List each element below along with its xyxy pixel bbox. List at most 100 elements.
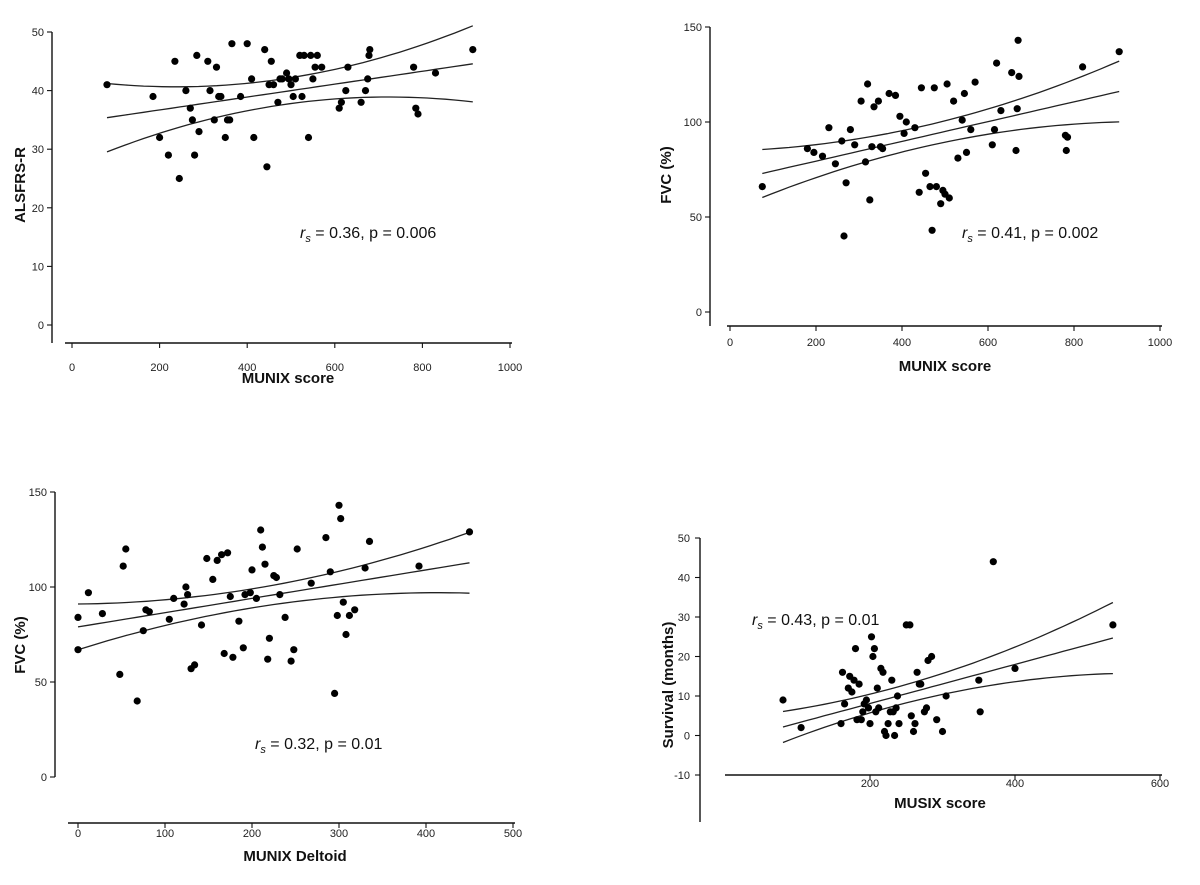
data-point <box>469 46 477 54</box>
data-point <box>862 696 871 704</box>
data-point <box>990 126 999 134</box>
data-point <box>902 118 910 126</box>
data-point <box>868 143 876 151</box>
data-point <box>1115 48 1123 56</box>
y-tick-label: 0 <box>38 320 44 332</box>
data-point <box>248 75 256 83</box>
data-point <box>976 708 984 716</box>
data-point <box>888 676 896 684</box>
data-point <box>103 81 111 89</box>
data-point <box>861 158 870 166</box>
x-axis-title: MUNIX score <box>242 370 335 387</box>
x-tick-label: 0 <box>69 362 75 374</box>
data-point <box>322 534 330 542</box>
data-point <box>779 696 787 704</box>
y-tick-label: 30 <box>678 612 690 624</box>
annotation-symbol: r <box>255 736 261 753</box>
data-point <box>217 92 225 101</box>
data-point <box>950 97 958 105</box>
scatter-panel-fvc-vs-munix-deltoid: 0 50 100 150 0 100 200 300 400 500 MUNIX Deltoid FV… <box>12 487 522 865</box>
data-point <box>988 141 996 149</box>
y-tick-label: 30 <box>32 144 44 156</box>
data-point <box>243 40 251 48</box>
data-point <box>285 75 293 83</box>
data-point <box>361 564 369 572</box>
y-tick-label: 40 <box>678 573 690 585</box>
correlation-annotation: rs = 0.43, p = 0.01 <box>752 612 879 632</box>
x-tick-label: 200 <box>861 778 879 790</box>
data-point <box>84 589 92 597</box>
data-point <box>937 200 945 208</box>
data-point <box>186 104 194 112</box>
data-point <box>156 133 164 142</box>
regression-line <box>762 90 1120 175</box>
data-point <box>184 591 192 599</box>
data-point <box>366 46 374 54</box>
data-point <box>218 551 226 559</box>
data-point <box>900 129 908 137</box>
data-point <box>213 556 221 565</box>
data-point <box>917 84 926 92</box>
data-point <box>1063 133 1072 141</box>
data-point <box>907 712 915 720</box>
data-point <box>311 63 319 71</box>
data-point <box>326 568 334 576</box>
data-point <box>139 627 147 635</box>
data-point <box>891 91 900 99</box>
data-point <box>258 543 266 551</box>
data-point <box>857 716 865 724</box>
data-point <box>361 87 370 95</box>
data-point <box>175 174 183 183</box>
data-point <box>855 680 863 688</box>
data-point <box>938 727 947 736</box>
x-axis-title: MUNIX Deltoid <box>243 848 346 865</box>
annotation-symbol: r <box>962 225 968 242</box>
data-point <box>922 704 931 712</box>
data-point <box>274 98 282 106</box>
data-point <box>116 670 124 679</box>
data-point <box>842 179 850 187</box>
data-point <box>272 573 280 582</box>
data-point <box>357 98 365 106</box>
data-point <box>967 126 975 134</box>
confidence-band-lower <box>762 121 1120 199</box>
data-point <box>250 133 258 142</box>
data-point <box>364 75 372 83</box>
data-point <box>870 103 878 111</box>
annotation-subscript: s <box>757 620 763 632</box>
data-point <box>412 104 420 112</box>
data-point <box>928 226 936 234</box>
data-point <box>906 621 914 629</box>
data-point <box>818 152 827 160</box>
data-point <box>193 51 201 60</box>
data-point <box>945 194 953 202</box>
data-point <box>997 107 1005 115</box>
data-point <box>171 57 179 65</box>
data-point <box>333 611 341 620</box>
data-point <box>962 148 971 156</box>
data-point <box>848 688 856 696</box>
data-point <box>98 610 106 618</box>
data-point <box>246 589 254 597</box>
data-point <box>885 89 893 98</box>
confidence-band-lower <box>782 672 1113 744</box>
data-point <box>960 89 969 98</box>
data-point <box>276 591 284 599</box>
annotation-text: = 0.43, p = 0.01 <box>763 612 880 629</box>
data-point <box>300 51 308 60</box>
data-point <box>209 575 217 584</box>
data-point <box>170 594 178 603</box>
y-tick-label: 100 <box>684 117 702 129</box>
data-point <box>851 645 860 653</box>
x-tick-label: 400 <box>417 828 435 840</box>
data-point <box>133 697 141 705</box>
y-tick-label: 10 <box>678 691 690 703</box>
data-point <box>220 649 228 658</box>
data-point <box>932 183 941 191</box>
annotation-symbol: r <box>300 225 306 242</box>
data-point <box>869 652 877 661</box>
y-tick-label: 100 <box>29 582 47 594</box>
data-point <box>874 97 883 105</box>
data-point <box>342 87 350 95</box>
scatter-panel-survival-vs-musix: -10 0 10 20 30 40 50 200 400 600 MUSIX score Surviv… <box>660 533 1169 822</box>
